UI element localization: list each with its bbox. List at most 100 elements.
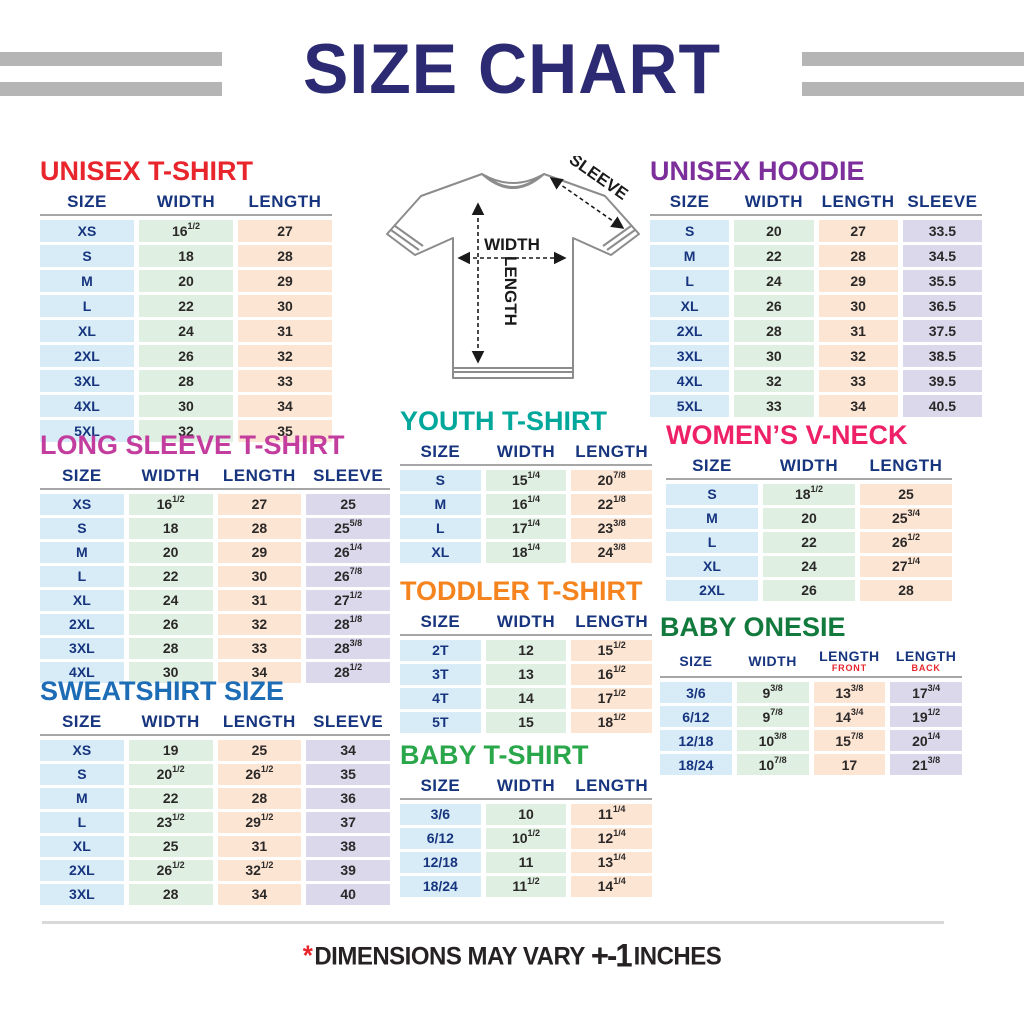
footer-text: DIMENSIONS MAY VARY — [314, 942, 585, 971]
section-title: WOMEN’S V-NECK — [666, 420, 908, 450]
size-cell: XL — [40, 319, 134, 342]
value-cell: 161/2 — [128, 493, 213, 515]
table-row: 2XL 261/2 321/2 39 — [40, 859, 390, 881]
size-cell: L — [40, 565, 124, 587]
value-cell: 32 — [238, 344, 332, 367]
value-cell: 28 — [139, 369, 233, 392]
section-toddler-tshirt: TODDLER T-SHIRT SIZE WIDTH LENGTH 2T 12 151/2… — [400, 576, 653, 733]
header-divider — [400, 797, 652, 800]
size-cell: 6/12 — [400, 827, 481, 849]
value-cell: 35 — [238, 419, 332, 442]
table-row: 2T 12 151/2 — [400, 639, 653, 661]
value-cell: 25 — [860, 483, 952, 505]
value-cell: 22 — [734, 244, 814, 267]
table-body: 2T 12 151/2 3T 13 161/2 4T 14 171/2 5T 15 181/2 — [400, 639, 653, 733]
column-header: SIZE — [61, 466, 102, 485]
value-cell: 24 — [128, 589, 213, 611]
column-header: LENGTH FRONT — [814, 649, 886, 673]
value-cell: 20 — [139, 269, 233, 292]
value-cell: 181/2 — [763, 483, 855, 505]
section-title: BABY T-SHIRT — [400, 740, 589, 770]
table-header-row: SIZE WIDTH LENGTH — [666, 457, 952, 475]
table-row: 12/18 11 131/4 — [400, 851, 653, 873]
value-cell: 33.5 — [902, 219, 982, 242]
size-cell: S — [40, 517, 124, 539]
value-cell: 161/4 — [485, 493, 567, 515]
size-cell: 6/12 — [660, 706, 732, 728]
column-header: SIZE — [679, 652, 713, 669]
column-header: LENGTH — [222, 466, 296, 485]
size-cell: S — [40, 244, 134, 267]
table-row: 2XL 28 31 37.5 — [650, 319, 982, 342]
page-title: SIZE CHART — [303, 29, 721, 109]
table-row: S 181/2 25 — [666, 483, 952, 505]
value-cell: 271/4 — [860, 555, 952, 577]
size-cell: M — [650, 244, 730, 267]
table-row: L 22 261/2 — [666, 531, 952, 553]
value-cell: 30 — [734, 344, 814, 367]
tshirt-diagram: WIDTH LENGTH SLEEVE — [386, 156, 640, 379]
table-header-row: SIZE WIDTH LENGTH SLEEVE — [40, 713, 390, 731]
size-table: SIZE WIDTH LENGTH XS 161/2 27 S 18 28 M 20 29 L 22 30 X… — [40, 193, 332, 442]
table-row: L 24 29 35.5 — [650, 269, 982, 292]
value-cell: 24 — [763, 555, 855, 577]
size-cell: L — [40, 811, 124, 833]
table-row: 4XL 30 34 — [40, 394, 332, 417]
value-cell: 243/8 — [571, 541, 653, 563]
value-cell: 107/8 — [736, 754, 809, 776]
table-header-row: SIZE WIDTH LENGTH — [400, 777, 652, 795]
value-cell: 207/8 — [571, 469, 653, 491]
table-row: 3XL 28 33 283/8 — [40, 637, 390, 659]
value-cell: 157/8 — [813, 730, 886, 752]
size-cell: 4XL — [650, 369, 730, 392]
table-row: 6/12 101/2 121/4 — [400, 827, 653, 849]
value-cell: 151/4 — [485, 469, 567, 491]
column-header-sub: FRONT — [831, 662, 867, 673]
table-body: XS 19 25 34 S 201/2 261/2 35 M 22 28 36 L 231/2 291/2 3… — [40, 739, 390, 905]
section-youth-tshirt: YOUTH T-SHIRT SIZE WIDTH LENGTH S 151/4 207/8… — [400, 406, 653, 563]
table-row: XL 24 271/4 — [666, 555, 952, 577]
column-header: WIDTH — [496, 612, 556, 631]
value-cell: 30 — [818, 294, 898, 317]
size-cell: XL — [40, 835, 124, 857]
size-cell: 3XL — [40, 637, 124, 659]
value-cell: 171/4 — [485, 517, 567, 539]
column-header: WIDTH — [156, 192, 216, 211]
value-cell: 22 — [139, 294, 233, 317]
measurement-arrows — [457, 177, 625, 364]
value-cell: 15 — [485, 711, 567, 733]
size-cell: 3XL — [40, 883, 124, 905]
table-row: S 18 28 — [40, 244, 332, 267]
value-cell: 18 — [139, 244, 233, 267]
table-row: 2XL 26 28 — [666, 579, 952, 601]
section-long-sleeve-tshirt: LONG SLEEVE T-SHIRT SIZE WIDTH LENGTH SLEEV… — [40, 430, 390, 683]
value-cell: 143/4 — [813, 706, 886, 728]
value-cell: 33 — [238, 369, 332, 392]
table-header-row: SIZE WIDTH LENGTH FRONT LENGTH BACK — [660, 649, 962, 673]
size-cell: XL — [40, 589, 124, 611]
section-baby-onesie: BABY ONESIE SIZE WIDTH LENGTH FRONT LENGTH BA… — [660, 612, 962, 776]
value-cell: 267/8 — [306, 565, 390, 587]
value-cell: 14 — [485, 687, 567, 709]
value-cell: 33 — [734, 394, 814, 417]
value-cell: 10 — [485, 803, 567, 825]
value-cell: 24 — [734, 269, 814, 292]
table-row: 18/24 107/8 17 213/8 — [660, 754, 962, 776]
size-cell: 2XL — [40, 344, 134, 367]
value-cell: 20 — [734, 219, 814, 242]
value-cell: 30 — [139, 394, 233, 417]
column-header: WIDTH — [779, 456, 839, 475]
column-header: SIZE — [420, 776, 461, 795]
table-row: XL 24 31 271/2 — [40, 589, 390, 611]
value-cell: 38.5 — [902, 344, 982, 367]
size-cell: 12/18 — [660, 730, 732, 752]
table-row: 2XL 26 32 — [40, 344, 332, 367]
size-table: SIZE WIDTH LENGTH FRONT LENGTH BACK 3/6 93/8 133… — [660, 649, 962, 776]
table-row: M 161/4 221/8 — [400, 493, 653, 515]
table-body: S 151/4 207/8 M 161/4 221/8 L 171/4 233/8 XL 181/4… — [400, 469, 653, 563]
column-header: LENGTH — [869, 456, 943, 475]
value-cell: 40 — [306, 883, 390, 905]
value-cell: 26 — [763, 579, 855, 601]
size-cell: S — [666, 483, 758, 505]
section-unisex-tshirt: UNISEX T-SHIRT SIZE WIDTH LENGTH XS 161/2 27 S… — [40, 156, 332, 442]
